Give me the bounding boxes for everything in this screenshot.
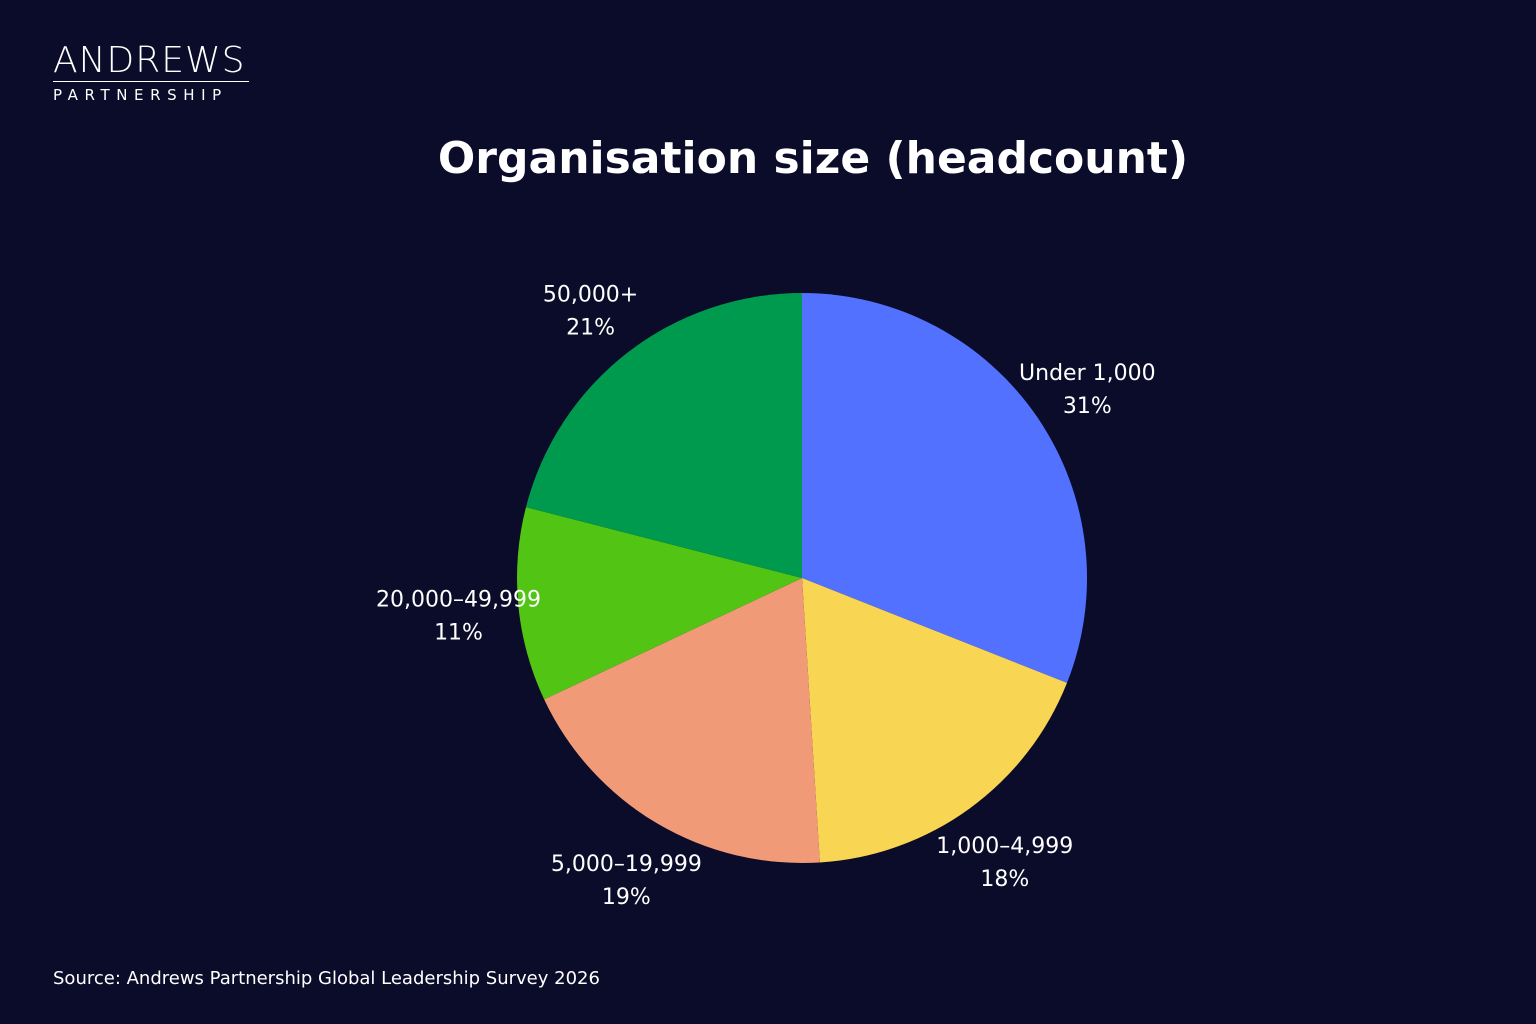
brand-logo: ANDREWS PARTNERSHIP <box>53 42 253 105</box>
logo-subtitle: PARTNERSHIP <box>53 86 228 104</box>
slice-value-5-000-19-999: 19% <box>602 885 651 910</box>
slice-label-under-1-000: Under 1,000 <box>1019 361 1156 386</box>
pie-slice-50-000 <box>525 293 802 578</box>
slice-label-1-000-4-999: 1,000–4,999 <box>936 834 1073 859</box>
pie-slices <box>517 293 1087 864</box>
logo-wordmark: ANDREWS <box>53 40 246 81</box>
pie-slice-under-1-000 <box>802 293 1087 683</box>
chart-title: Organisation size (headcount) <box>437 133 1189 184</box>
slice-value-1-000-4-999: 18% <box>980 867 1029 892</box>
logo-divider <box>53 81 249 82</box>
pie-labels: Under 1,000 31% 1,000–4,999 18% 5,000–19,999… <box>376 282 1156 910</box>
pie-slice-1-000-4-999 <box>802 578 1067 863</box>
slice-value-50-000: 21% <box>566 315 615 340</box>
source-note: Source: Andrews Partnership Global Leade… <box>53 968 600 989</box>
slice-label-5-000-19-999: 5,000–19,999 <box>551 852 702 877</box>
slice-label-20-000-49-999: 20,000–49,999 <box>376 587 541 612</box>
pie-slice-20-000-49-999 <box>517 507 802 700</box>
slice-value-under-1-000: 31% <box>1063 394 1112 419</box>
pie-slice-5-000-19-999 <box>544 578 820 864</box>
slice-label-50-000: 50,000+ <box>543 282 638 307</box>
slice-value-20-000-49-999: 11% <box>434 620 483 645</box>
